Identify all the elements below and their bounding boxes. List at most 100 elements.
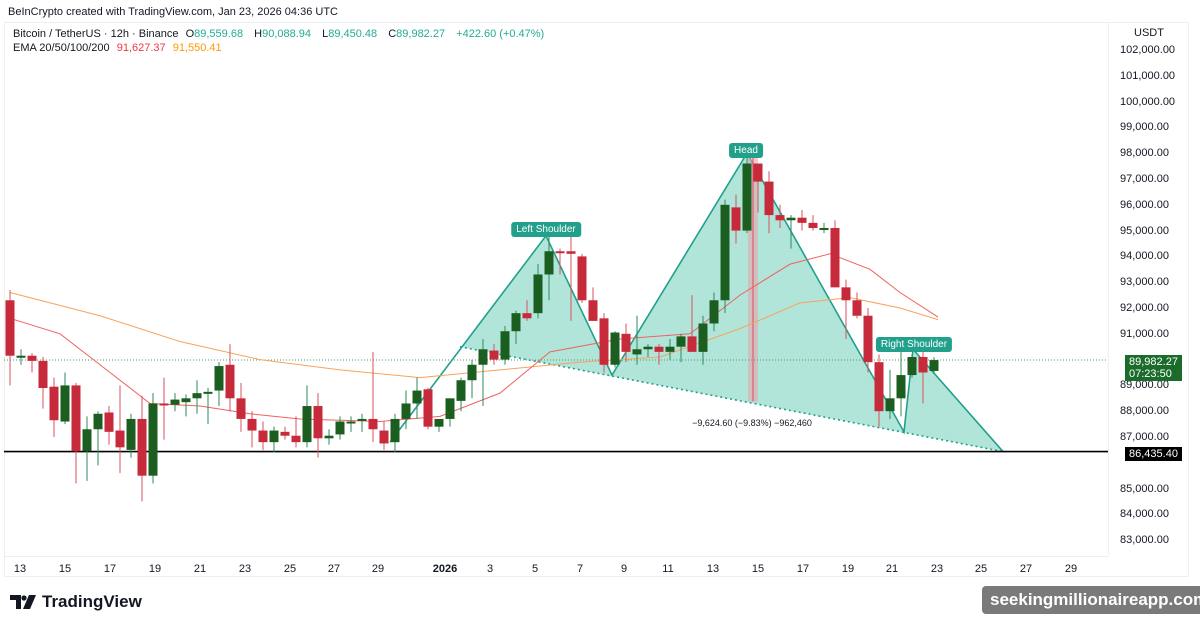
price-tick: 102,000.00 (1120, 44, 1176, 56)
candle-body (5, 300, 15, 356)
time-tick: 5 (531, 563, 539, 575)
candle-body (500, 331, 510, 360)
candle-body (643, 346, 653, 350)
candle-body (93, 413, 103, 430)
current-price-tag: 89,982.27 07:23:50 (1125, 355, 1182, 381)
candle-body (522, 313, 532, 319)
candle-body (38, 360, 48, 388)
bar-countdown: 07:23:50 (1129, 368, 1172, 380)
candle-body (324, 435, 334, 439)
price-tick: 97,000.00 (1120, 173, 1169, 185)
price-tick: 99,000.00 (1120, 121, 1169, 134)
candle-body (49, 386, 59, 421)
time-tick: 13 (706, 563, 720, 575)
price-axis[interactable] (1108, 22, 1190, 555)
candle-body (841, 287, 851, 301)
candle-body (698, 323, 708, 352)
price-tick: 84,000.00 (1120, 508, 1169, 521)
ema50-value: 91,550.41 (172, 42, 222, 54)
price-tick: 101,000.00 (1120, 69, 1176, 82)
candle-body (170, 399, 180, 405)
time-tick: 21 (885, 563, 899, 575)
time-tick: 15 (58, 563, 72, 575)
legend: Bitcoin / TetherUS · 12h · Binance O89,5… (13, 27, 548, 55)
candle-body (27, 355, 37, 361)
time-tick: 7 (576, 563, 584, 575)
time-tick: 21 (193, 563, 207, 575)
time-tick: 29 (1064, 563, 1078, 575)
price-tick: 96,000.00 (1120, 198, 1169, 211)
candle-body (137, 418, 147, 476)
price-tick: 87,000.00 (1120, 431, 1169, 443)
support-price-tag: 86,435.40 (1125, 447, 1182, 461)
price-tick: 93,000.00 (1120, 276, 1169, 289)
candle-body (445, 398, 455, 419)
candle-body (544, 251, 554, 275)
time-tick: 23 (930, 563, 944, 575)
candle-body (60, 385, 70, 422)
time-tick: 19 (841, 563, 855, 575)
ohlc-open: O89,559.68 (185, 28, 244, 40)
time-tick: 27 (1019, 563, 1033, 575)
candle-body (808, 222, 818, 229)
candle-body (192, 393, 202, 399)
right-shoulder-label: Right Shoulder (875, 337, 953, 352)
candle-body (918, 357, 928, 373)
candle-body (720, 204, 730, 301)
candle-body (456, 380, 466, 401)
tradingview-logo[interactable]: TradingView (10, 592, 142, 612)
candle-body (786, 217, 796, 221)
candle-body (797, 217, 807, 223)
ohlc-close: C89,982.27 (388, 28, 446, 40)
candle-body (159, 403, 169, 406)
candle-body (203, 391, 213, 394)
candle-body (390, 418, 400, 443)
time-tick: 11 (662, 563, 674, 575)
left-shoulder-label: Left Shoulder (511, 222, 581, 237)
candle-body (401, 403, 411, 419)
ohlc-change: +422.60 (+0.47%) (456, 28, 545, 40)
candle-body (357, 418, 367, 421)
ema20-value: 91,627.37 (116, 42, 166, 54)
candle-body (610, 332, 620, 365)
price-tick: 100,000.00 (1120, 95, 1176, 108)
price-tick: 95,000.00 (1120, 224, 1169, 237)
ohlc-high: H90,088.94 (254, 28, 312, 40)
candle-body (907, 357, 917, 376)
price-tick: 91,000.00 (1120, 327, 1169, 340)
time-tick: 19 (148, 563, 162, 575)
candle-body (731, 207, 741, 231)
time-axis[interactable] (4, 556, 1108, 577)
candle-body (555, 251, 565, 254)
symbol-title[interactable]: Bitcoin / TetherUS · 12h · Binance (13, 28, 179, 40)
time-tick: 15 (751, 563, 765, 575)
candle-body (863, 315, 873, 363)
candle-body (654, 346, 664, 352)
tradingview-logo-text: TradingView (42, 592, 142, 611)
time-tick: 13 (13, 563, 27, 575)
head-label: Head (729, 143, 763, 158)
candle-body (775, 215, 785, 221)
candle-body (742, 163, 752, 231)
price-tick: 88,000.00 (1120, 405, 1169, 418)
candle-body (478, 349, 488, 365)
candle-body (665, 346, 675, 352)
candle-body (874, 362, 884, 412)
candle-body (225, 364, 235, 399)
candle-body (676, 336, 686, 347)
candle-body (577, 256, 587, 301)
time-tick: 9 (620, 563, 628, 575)
candle-body (126, 418, 136, 450)
candle-body (214, 366, 224, 391)
ema-indicator-label[interactable]: EMA 20/50/100/200 (13, 42, 110, 54)
time-tick: 3 (486, 563, 494, 575)
candle-body (566, 251, 576, 254)
candle-body (379, 430, 389, 444)
candle-body (269, 430, 279, 443)
candle-body (533, 274, 543, 314)
neckline (459, 345, 1004, 453)
price-tick: 85,000.00 (1120, 482, 1169, 495)
candle-body (148, 403, 158, 476)
candle-body (82, 429, 92, 452)
